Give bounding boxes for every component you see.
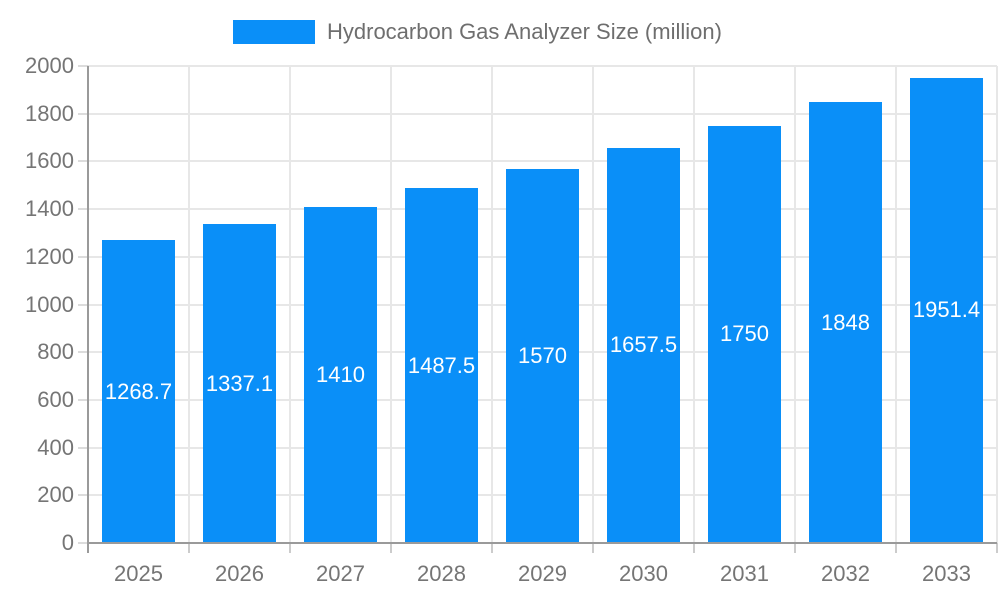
y-axis-tick-label: 1000 bbox=[25, 291, 74, 317]
bar[interactable] bbox=[809, 102, 882, 543]
bar[interactable] bbox=[506, 168, 579, 543]
gridline-vertical bbox=[491, 66, 493, 543]
legend-swatch-icon bbox=[233, 20, 315, 44]
gridline-vertical bbox=[592, 66, 594, 543]
x-axis-line bbox=[88, 542, 997, 544]
y-axis-tick bbox=[78, 65, 88, 67]
y-axis-tick bbox=[78, 351, 88, 354]
gridline-vertical bbox=[693, 66, 695, 543]
x-axis-tick bbox=[996, 543, 998, 553]
bar[interactable] bbox=[304, 206, 377, 543]
y-axis-tick-label: 2000 bbox=[25, 53, 74, 78]
gridline-vertical bbox=[996, 66, 998, 543]
gridline-vertical bbox=[390, 66, 392, 543]
legend-label: Hydrocarbon Gas Analyzer Size (million) bbox=[327, 19, 722, 44]
y-axis-tick-label: 200 bbox=[37, 482, 74, 508]
bar[interactable] bbox=[102, 240, 175, 543]
x-axis-tick-label: 2026 bbox=[215, 561, 264, 586]
gridline-horizontal bbox=[88, 65, 997, 67]
y-axis-tick bbox=[78, 398, 88, 401]
x-axis-tick bbox=[289, 543, 291, 553]
x-axis-tick bbox=[794, 543, 796, 553]
bar[interactable] bbox=[405, 188, 478, 543]
y-axis-tick-label: 1200 bbox=[25, 243, 74, 269]
y-axis-tick bbox=[78, 494, 88, 497]
x-axis-tick-label: 2028 bbox=[417, 561, 466, 586]
y-axis-tick-label: 1600 bbox=[25, 148, 74, 174]
y-axis-tick bbox=[78, 208, 88, 211]
gridline-horizontal bbox=[88, 160, 997, 163]
x-axis-tick bbox=[390, 543, 392, 553]
gridline-vertical bbox=[794, 66, 796, 543]
bar[interactable] bbox=[607, 147, 680, 543]
x-axis-tick bbox=[188, 543, 190, 553]
y-axis-tick bbox=[78, 255, 88, 258]
y-axis-tick bbox=[78, 112, 88, 115]
y-axis-tick bbox=[78, 446, 88, 449]
y-axis-line bbox=[87, 66, 89, 553]
x-axis-tick-label: 2029 bbox=[518, 561, 567, 586]
y-axis-tick bbox=[78, 160, 88, 163]
bar[interactable] bbox=[708, 125, 781, 543]
gridline-vertical bbox=[895, 66, 897, 543]
x-axis-tick-label: 2031 bbox=[720, 561, 769, 586]
x-axis-tick-label: 2030 bbox=[619, 561, 668, 586]
x-axis-tick-label: 2027 bbox=[316, 561, 365, 586]
gridline-horizontal bbox=[88, 112, 997, 115]
y-axis-tick-label: 1800 bbox=[25, 100, 74, 126]
bar[interactable] bbox=[910, 77, 983, 543]
bar[interactable] bbox=[203, 224, 276, 543]
x-axis-tick bbox=[491, 543, 493, 553]
y-axis-tick bbox=[78, 542, 88, 544]
x-axis-tick bbox=[895, 543, 897, 553]
y-axis-tick-label: 800 bbox=[37, 339, 74, 365]
y-axis-tick bbox=[78, 303, 88, 306]
x-axis-tick-label: 2025 bbox=[114, 561, 163, 586]
x-axis-tick bbox=[592, 543, 594, 553]
legend[interactable]: Hydrocarbon Gas Analyzer Size (million) bbox=[233, 18, 722, 46]
y-axis-tick-label: 600 bbox=[37, 386, 74, 412]
y-axis-tick-label: 1400 bbox=[25, 196, 74, 222]
x-axis-tick bbox=[693, 543, 695, 553]
x-axis-tick-label: 2033 bbox=[922, 561, 971, 586]
gridline-vertical bbox=[289, 66, 291, 543]
y-axis-tick-label: 0 bbox=[61, 530, 74, 555]
x-axis-tick-label: 2032 bbox=[821, 561, 870, 586]
gridline-vertical bbox=[188, 66, 190, 543]
y-axis-tick-label: 400 bbox=[37, 434, 74, 460]
